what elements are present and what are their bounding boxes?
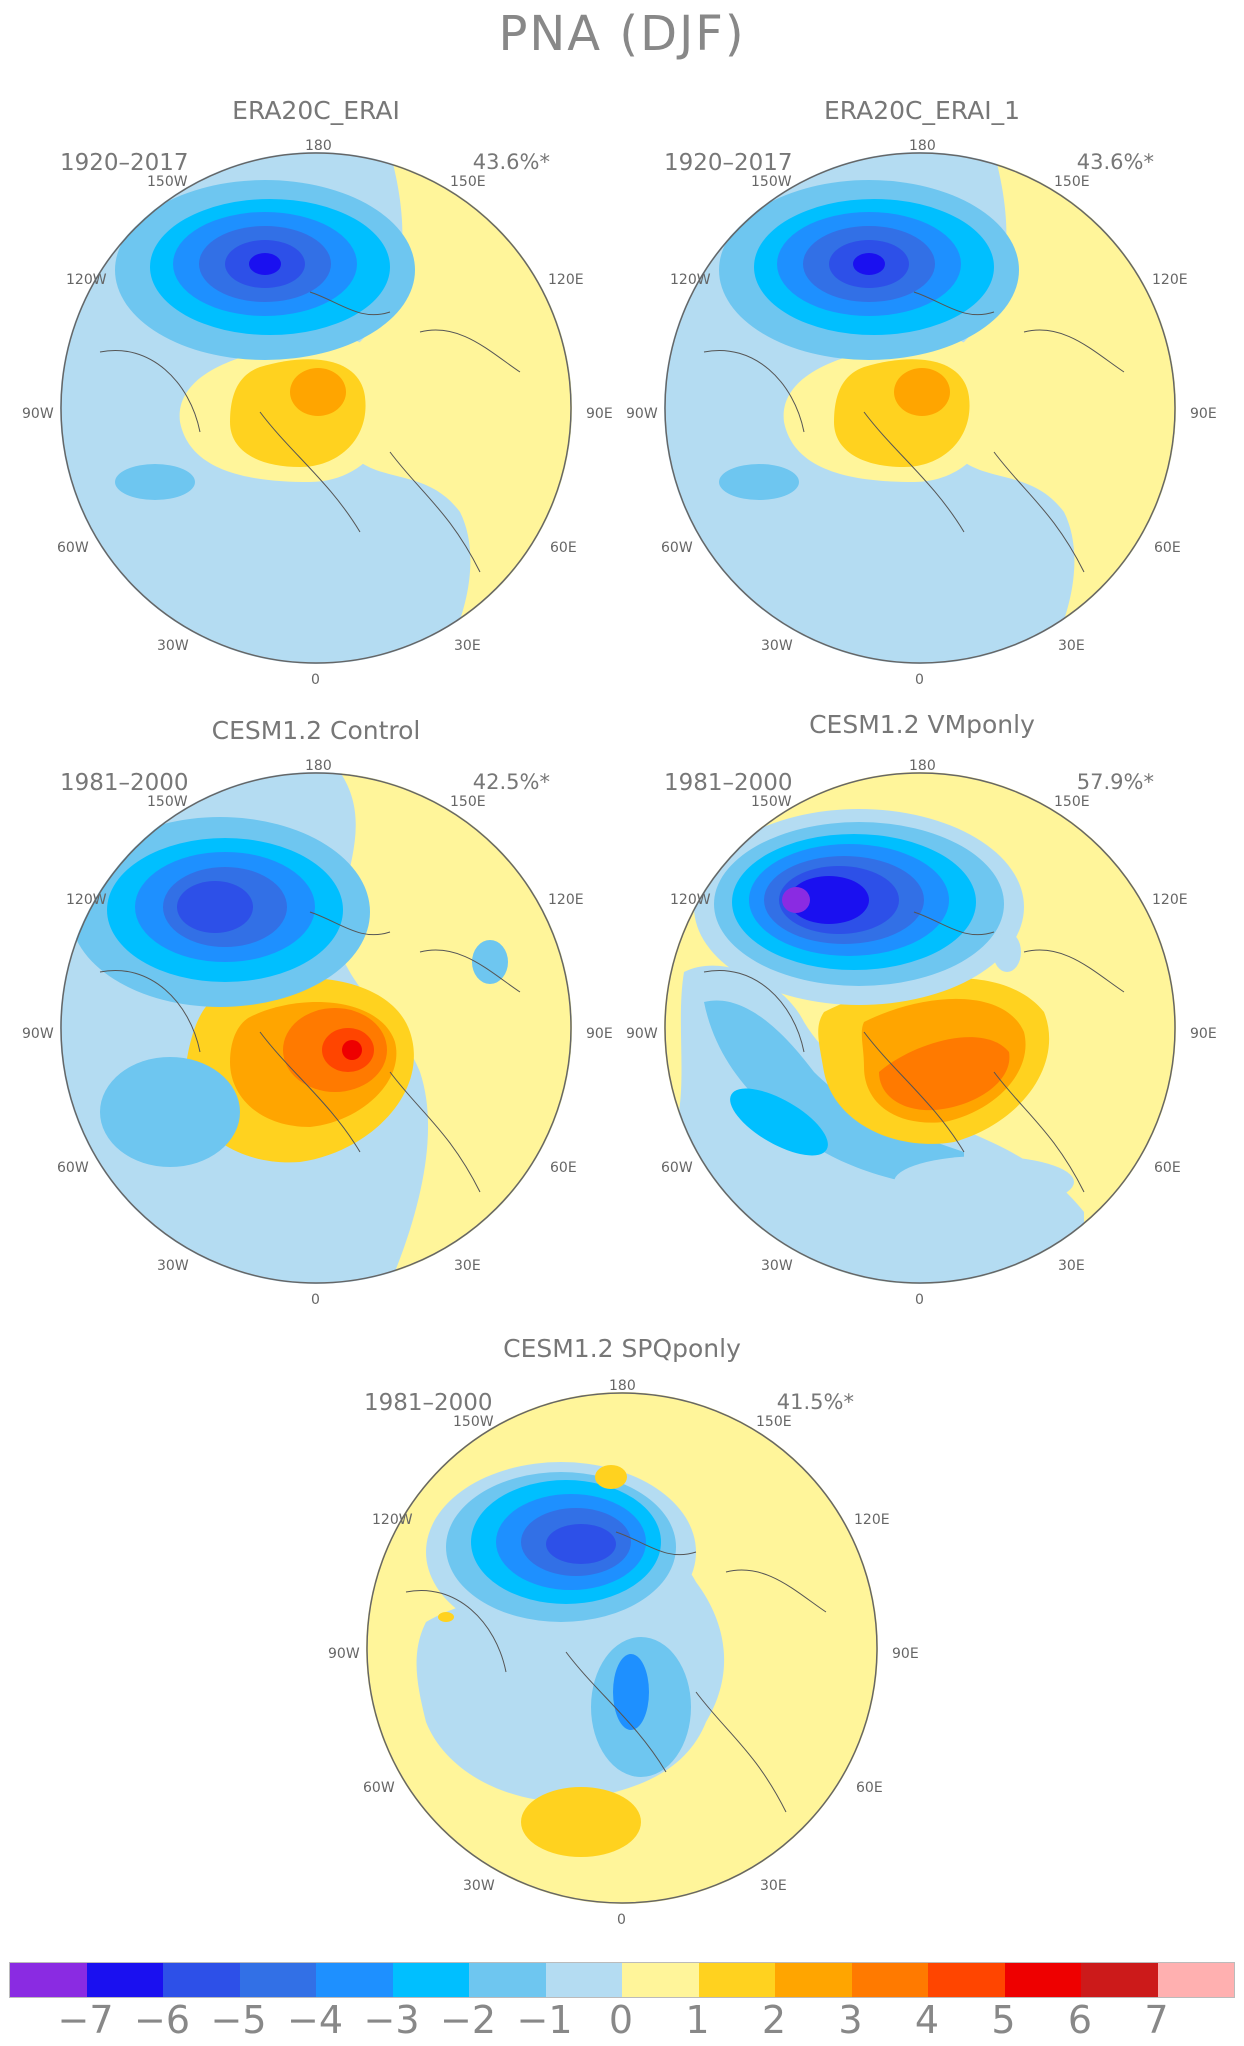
- colorbar-swatch: [545, 1963, 622, 1997]
- colorbar-tick-label: −1: [516, 1998, 573, 2042]
- colorbar-swatch: [1157, 1963, 1234, 1997]
- variance-label: 57.9%*: [1076, 770, 1154, 794]
- panel-title: ERA20C_ERAI: [232, 96, 400, 125]
- colorbar-tick-label: −6: [133, 1998, 191, 2042]
- colorbar-swatch: [86, 1963, 163, 1997]
- period-label: 1920–2017: [664, 150, 793, 176]
- colorbar-tick-label: 3: [838, 1998, 863, 2042]
- period-label: 1981–2000: [664, 770, 793, 796]
- period-label: 1981–2000: [364, 1390, 493, 1416]
- colorbar-swatch: [775, 1963, 852, 1997]
- colorbar-tick-label: 7: [1144, 1998, 1169, 2042]
- colorbar-tick-label: 1: [685, 1998, 710, 2042]
- polar-map: [664, 772, 1176, 1284]
- variance-label: 43.6%*: [1076, 150, 1154, 174]
- colorbar-tick-label: 4: [914, 1998, 940, 2042]
- colorbar-tick-label: 5: [991, 1998, 1016, 2042]
- polar-map: [366, 1392, 878, 1904]
- colorbar-swatch: [928, 1963, 1005, 1997]
- colorbar-swatch: [392, 1963, 469, 1997]
- variance-label: 43.6%*: [472, 150, 550, 174]
- colorbar-tick-label: 2: [761, 1998, 787, 2042]
- colorbar-tick-label: 0: [608, 1998, 634, 2042]
- period-label: 1981–2000: [60, 770, 189, 796]
- colorbar-swatch: [622, 1963, 699, 1997]
- colorbar-tick-label: −7: [57, 1998, 114, 2042]
- colorbar-swatch: [698, 1963, 775, 1997]
- polar-map: [60, 152, 572, 664]
- colorbar-tick-label: −5: [210, 1998, 267, 2042]
- colorbar-tick-label: −2: [439, 1998, 497, 2042]
- colorbar: [9, 1962, 1235, 1998]
- panel-title: CESM1.2 SPQponly: [503, 1334, 741, 1363]
- colorbar-tick-label: −3: [363, 1998, 420, 2042]
- colorbar-swatch: [851, 1963, 928, 1997]
- colorbar-swatch: [163, 1963, 240, 1997]
- colorbar-tick-label: −4: [286, 1998, 344, 2042]
- polar-map: [60, 772, 572, 1284]
- period-label: 1920–2017: [60, 150, 189, 176]
- colorbar-swatch: [316, 1963, 393, 1997]
- panel-title: CESM1.2 Control: [211, 716, 421, 745]
- figure-title: PNA (DJF): [498, 6, 746, 62]
- panel-title: ERA20C_ERAI_1: [823, 96, 1021, 125]
- colorbar-swatch: [239, 1963, 316, 1997]
- variance-label: 42.5%*: [472, 770, 550, 794]
- polar-map: [664, 152, 1176, 664]
- colorbar-swatch: [1004, 1963, 1081, 1997]
- colorbar-swatch: [10, 1963, 87, 1997]
- colorbar-swatch: [469, 1963, 546, 1997]
- colorbar-tick-label: 6: [1067, 1998, 1093, 2042]
- variance-label: 41.5%*: [776, 1390, 854, 1414]
- panel-title: CESM1.2 VMponly: [809, 710, 1035, 739]
- colorbar-swatch: [1081, 1963, 1158, 1997]
